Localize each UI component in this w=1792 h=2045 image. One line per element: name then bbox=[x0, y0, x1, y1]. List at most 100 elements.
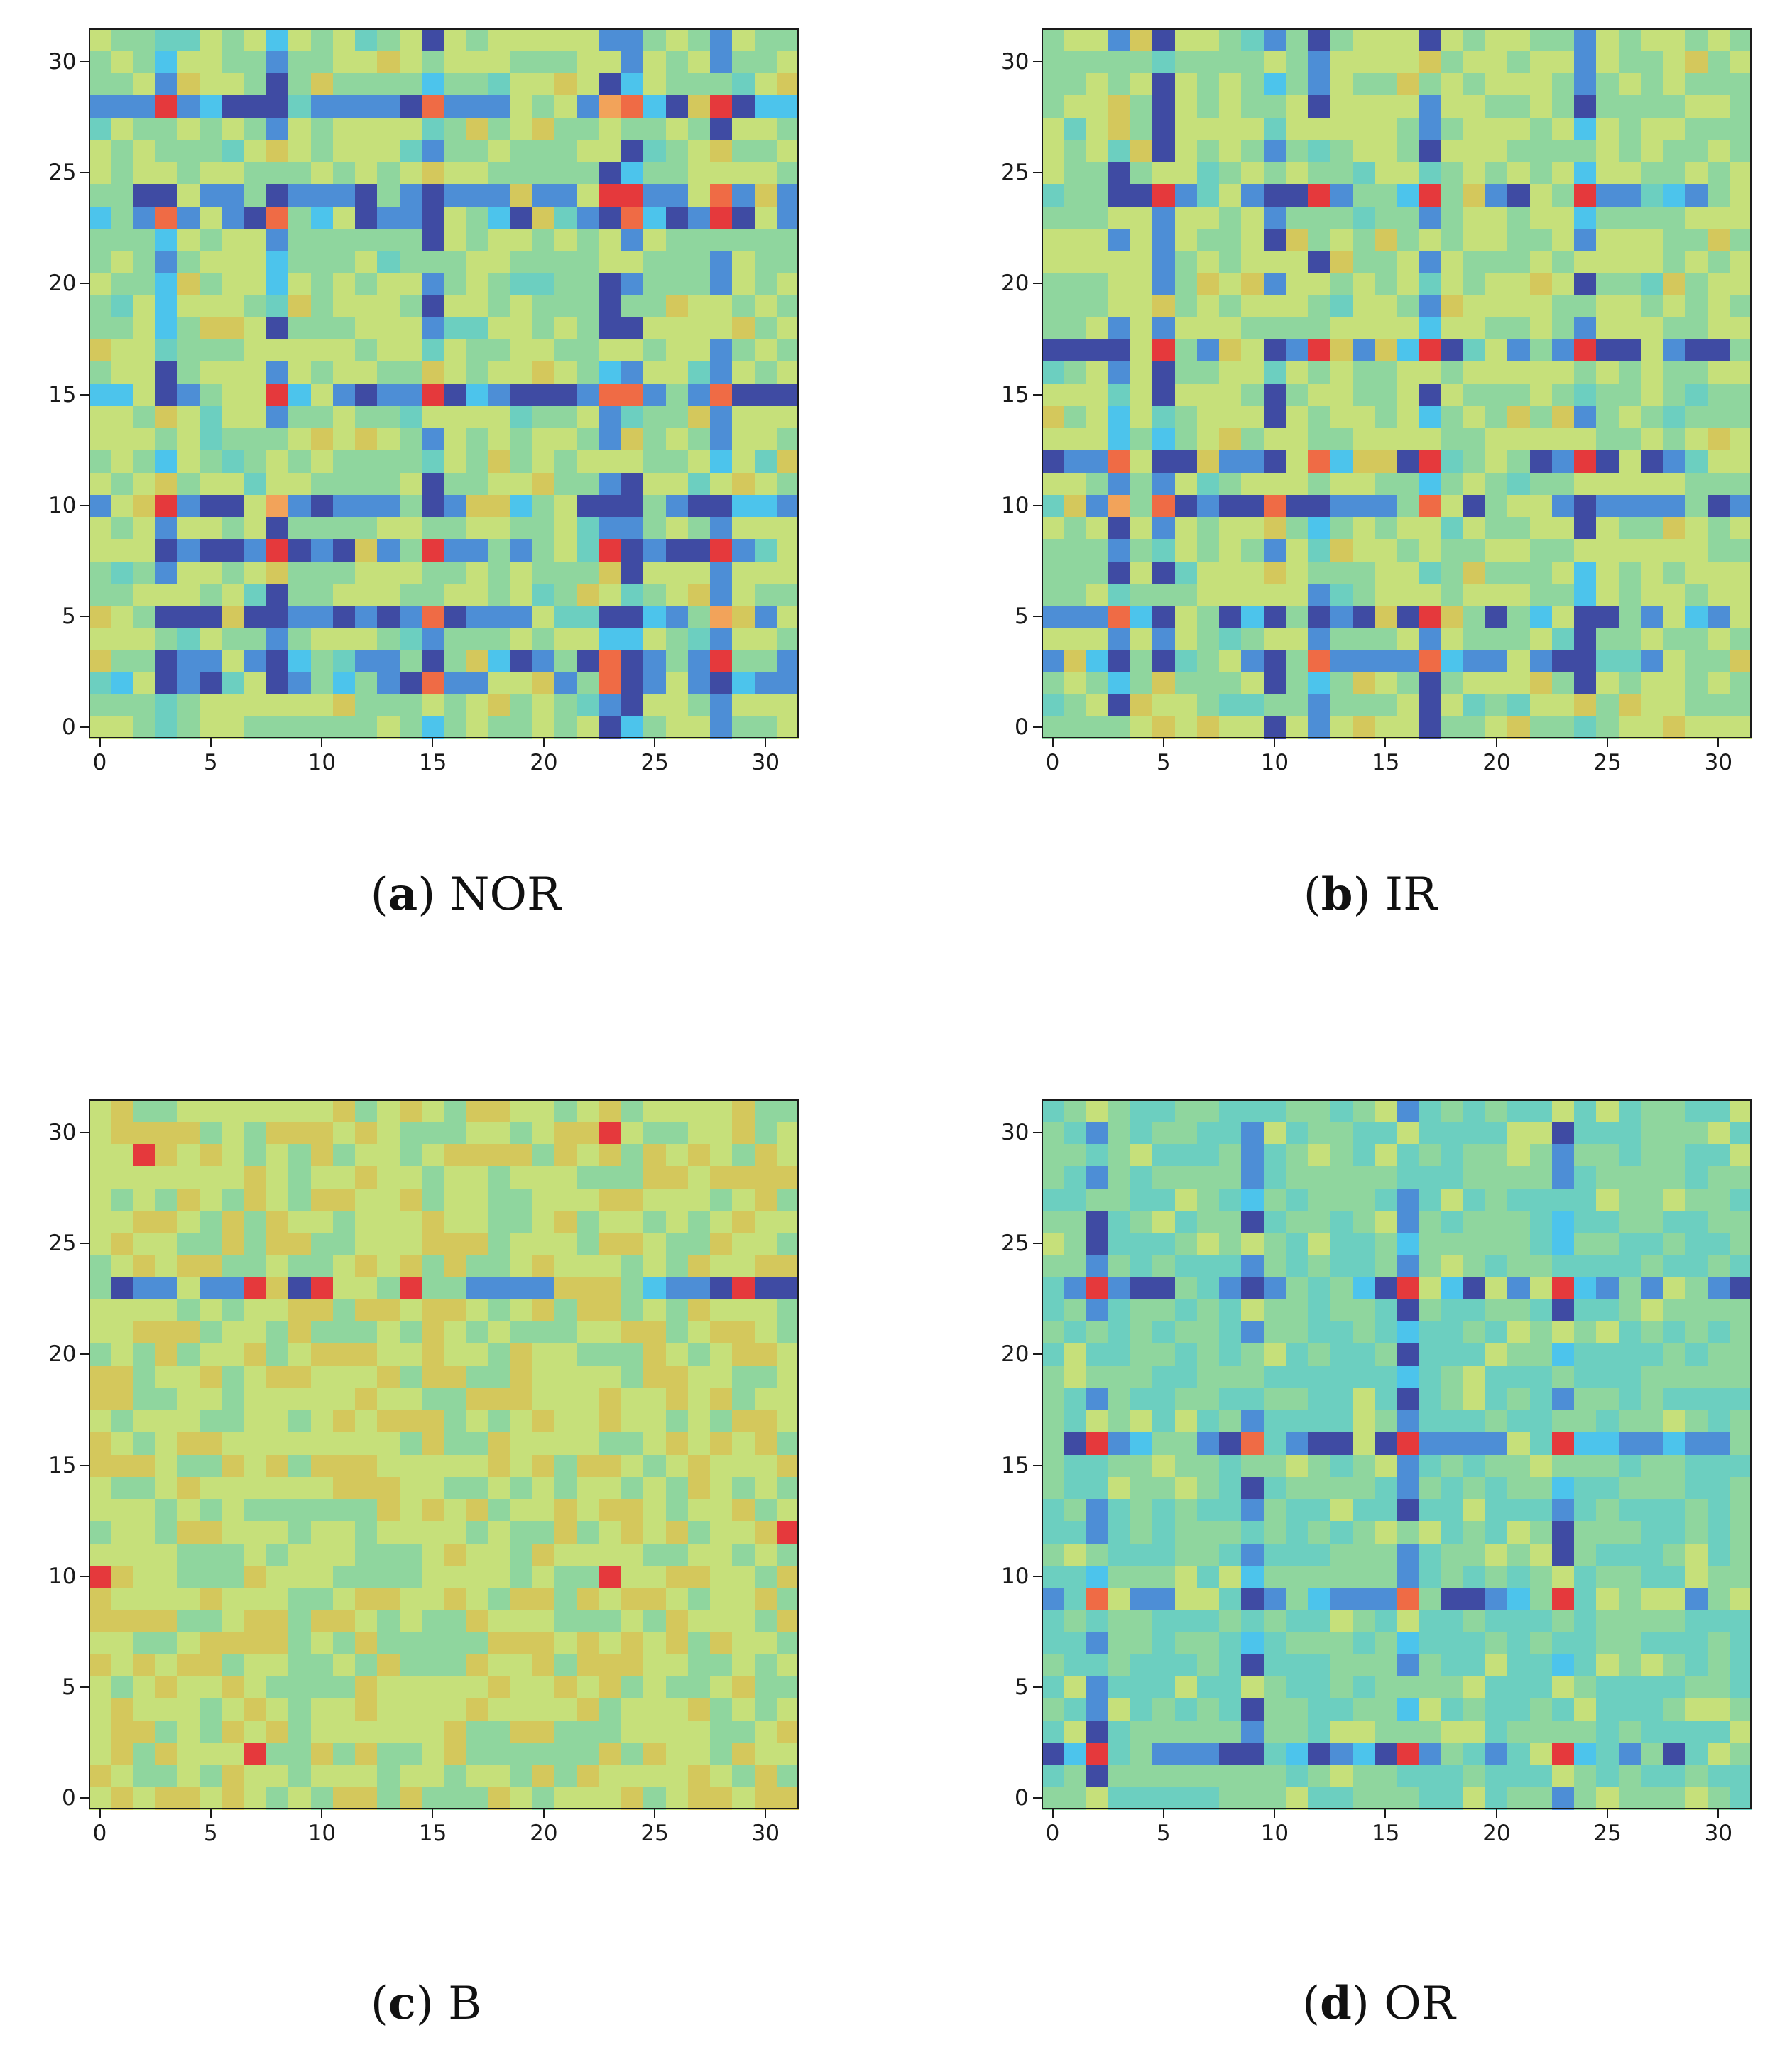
heatmap-cell bbox=[1397, 1165, 1419, 1189]
heatmap-cell bbox=[377, 1299, 400, 1322]
heatmap-cell bbox=[1174, 561, 1198, 584]
heatmap-cell bbox=[310, 494, 334, 518]
heatmap-cell bbox=[155, 139, 178, 163]
heatmap-cell bbox=[444, 1587, 466, 1610]
heatmap-cell bbox=[111, 538, 134, 562]
heatmap-cell bbox=[1574, 1121, 1597, 1145]
heatmap-cell bbox=[466, 206, 489, 229]
heatmap-cell bbox=[1397, 361, 1419, 384]
x-tick bbox=[765, 738, 767, 747]
heatmap-cell bbox=[377, 672, 400, 695]
heatmap-cell bbox=[310, 295, 334, 317]
heatmap-cell bbox=[355, 50, 378, 74]
heatmap-cell bbox=[1640, 1765, 1663, 1788]
heatmap-cell bbox=[89, 1210, 111, 1233]
heatmap-cell bbox=[643, 1654, 667, 1677]
heatmap-cell bbox=[1397, 605, 1419, 628]
heatmap-cell bbox=[222, 1277, 245, 1299]
heatmap-cell bbox=[1574, 1343, 1597, 1366]
heatmap-cell bbox=[466, 117, 489, 140]
heatmap-cell bbox=[1174, 28, 1198, 51]
heatmap-cell bbox=[1263, 583, 1286, 606]
heatmap-cell bbox=[510, 28, 533, 51]
heatmap-cell bbox=[687, 1299, 711, 1322]
heatmap-cell bbox=[621, 1232, 644, 1255]
heatmap-cell bbox=[1551, 716, 1575, 739]
heatmap-cell bbox=[244, 1476, 267, 1500]
heatmap-cell bbox=[155, 183, 178, 207]
heatmap-cell bbox=[554, 317, 578, 340]
heatmap-cell bbox=[1574, 1676, 1597, 1699]
heatmap-cell bbox=[288, 1654, 312, 1677]
heatmap-cell bbox=[1196, 427, 1220, 451]
heatmap-cell bbox=[310, 672, 334, 695]
heatmap-cell bbox=[776, 250, 799, 273]
heatmap-cell bbox=[532, 228, 555, 251]
heatmap-cell bbox=[1086, 1676, 1109, 1699]
heatmap-cell bbox=[466, 1232, 489, 1255]
heatmap-cell bbox=[687, 383, 711, 406]
heatmap-cell bbox=[1729, 1188, 1752, 1211]
heatmap-cell bbox=[1308, 1143, 1331, 1167]
heatmap-cell bbox=[1574, 561, 1597, 584]
heatmap-cell bbox=[222, 1165, 245, 1189]
heatmap-cell bbox=[399, 694, 422, 717]
heatmap-cell bbox=[577, 516, 600, 540]
heatmap-cell bbox=[488, 50, 511, 74]
heatmap-cell bbox=[1685, 317, 1708, 340]
heatmap-cell bbox=[1419, 1654, 1442, 1677]
heatmap-cell bbox=[1330, 494, 1353, 518]
heatmap-cell bbox=[776, 1476, 799, 1500]
heatmap-cell bbox=[133, 605, 156, 628]
heatmap-cell bbox=[200, 1165, 223, 1189]
heatmap-cell bbox=[1596, 139, 1619, 163]
heatmap-cell bbox=[1707, 295, 1730, 317]
heatmap-cell bbox=[1463, 1609, 1486, 1632]
heatmap-cell bbox=[288, 1587, 312, 1610]
heatmap-cell bbox=[133, 272, 156, 295]
heatmap-cell bbox=[1596, 427, 1619, 451]
heatmap-cell bbox=[1707, 94, 1730, 118]
heatmap-cell bbox=[399, 1720, 422, 1743]
heatmap-cell bbox=[1285, 139, 1309, 163]
heatmap-cell bbox=[1574, 317, 1597, 340]
heatmap-cell bbox=[1241, 627, 1264, 650]
heatmap-cell bbox=[1064, 1698, 1087, 1721]
heatmap-cell bbox=[1463, 1121, 1486, 1145]
heatmap-cell bbox=[444, 339, 466, 362]
heatmap-cell bbox=[155, 494, 178, 518]
heatmap-cell bbox=[1219, 1432, 1242, 1455]
heatmap-cell bbox=[1685, 72, 1708, 96]
heatmap-cell bbox=[1219, 1498, 1242, 1522]
heatmap-cell bbox=[599, 72, 622, 96]
heatmap-cell bbox=[776, 1299, 799, 1322]
heatmap-cell bbox=[1064, 1632, 1087, 1654]
heatmap-cell bbox=[1374, 1543, 1397, 1566]
heatmap-cell bbox=[1441, 1698, 1464, 1721]
heatmap-cell bbox=[1441, 1232, 1464, 1255]
heatmap-cell bbox=[665, 1543, 689, 1566]
heatmap-cell bbox=[1285, 1121, 1309, 1145]
heatmap-cell bbox=[1507, 117, 1531, 140]
heatmap-cell bbox=[444, 516, 466, 540]
heatmap-cell bbox=[1529, 1277, 1553, 1299]
heatmap-cell bbox=[133, 1232, 156, 1255]
heatmap-cell bbox=[776, 94, 799, 118]
heatmap-cell bbox=[1685, 1498, 1708, 1522]
heatmap-cell bbox=[732, 1520, 755, 1544]
heatmap-cell bbox=[1285, 1099, 1309, 1122]
heatmap-cell bbox=[1463, 228, 1486, 251]
heatmap-cell bbox=[1707, 1432, 1730, 1455]
heatmap-cell bbox=[133, 672, 156, 695]
heatmap-cell bbox=[1640, 1210, 1663, 1233]
heatmap-cell bbox=[1419, 1720, 1442, 1743]
heatmap-cell bbox=[288, 1609, 312, 1632]
heatmap-cell bbox=[200, 627, 223, 650]
heatmap-cell bbox=[1663, 272, 1686, 295]
heatmap-cell bbox=[1618, 694, 1641, 717]
heatmap-cell bbox=[1352, 28, 1375, 51]
heatmap-cell bbox=[643, 1765, 667, 1788]
heatmap-cell bbox=[1374, 494, 1397, 518]
heatmap-cell bbox=[444, 161, 466, 185]
heatmap-cell bbox=[754, 650, 777, 672]
